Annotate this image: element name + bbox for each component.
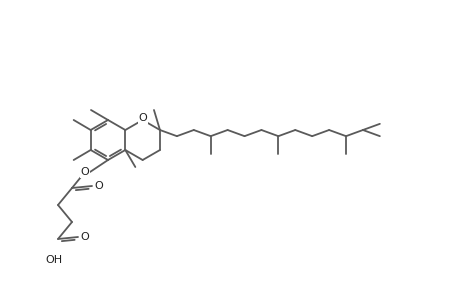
- Text: OH: OH: [45, 255, 62, 265]
- Text: O: O: [95, 181, 103, 191]
- Text: O: O: [80, 232, 89, 242]
- Text: O: O: [80, 167, 89, 177]
- Text: O: O: [138, 113, 147, 123]
